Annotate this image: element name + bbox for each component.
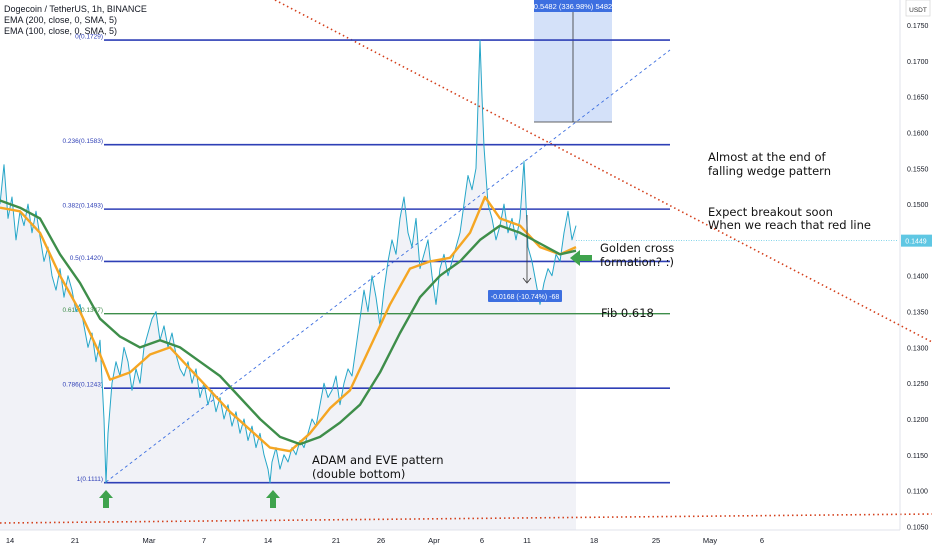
x-tick-label: 18 bbox=[590, 536, 598, 545]
annotation-6: Fib 0.618 bbox=[601, 306, 654, 320]
x-tick-label: 11 bbox=[523, 536, 531, 545]
y-tick-label: 0.1400 bbox=[907, 274, 929, 281]
price-area-fill bbox=[0, 40, 576, 530]
measure-down-label: -0.0168 (-10.74%) -68 bbox=[491, 294, 560, 301]
x-tick-label: 14 bbox=[264, 536, 272, 545]
fib-label-0.5: 0.5(0.1420) bbox=[70, 255, 103, 262]
y-tick-label: 0.1250 bbox=[907, 381, 929, 388]
legend-symbol: Dogecoin / TetherUS, 1h, BINANCE bbox=[4, 4, 147, 14]
fib-label-0.236: 0.236(0.1583) bbox=[63, 138, 103, 145]
y-tick-label: 0.1650 bbox=[907, 95, 929, 102]
y-tick-label: 0.1750 bbox=[907, 23, 929, 30]
y-tick-label: 0.1550 bbox=[907, 166, 929, 173]
measure-up-label: 0.5482 (336.98%) 5482 bbox=[534, 2, 612, 11]
arrow-up-icon bbox=[266, 490, 280, 508]
x-tick-label: 6 bbox=[480, 536, 484, 545]
annotation-8: (double bottom) bbox=[312, 467, 405, 481]
y-tick-label: 0.1600 bbox=[907, 131, 929, 138]
fib-label-0.382: 0.382(0.1493) bbox=[63, 203, 103, 210]
fib-label-0: 0(0.1729) bbox=[75, 34, 103, 41]
x-tick-label: 14 bbox=[6, 536, 14, 545]
annotation-0: Almost at the end of bbox=[708, 150, 827, 164]
chart-legend: Dogecoin / TetherUS, 1h, BINANCE EMA (20… bbox=[4, 4, 147, 37]
arrow-up-icon bbox=[99, 490, 113, 508]
annotation-2: Expect breakout soon bbox=[708, 205, 833, 219]
y-tick-label: 0.1150 bbox=[907, 453, 928, 460]
legend-ema200: EMA (200, close, 0, SMA, 5) bbox=[4, 15, 118, 25]
x-tick-label: 6 bbox=[760, 536, 764, 545]
annotation-5: formation? :) bbox=[600, 255, 674, 269]
x-tick-label: 21 bbox=[71, 536, 79, 545]
axis-unit-tag: USDT bbox=[909, 7, 927, 14]
legend-ema100: EMA (100, close, 0, SMA, 5) bbox=[4, 26, 118, 36]
x-tick-label: 7 bbox=[202, 536, 206, 545]
annotation-1: falling wedge pattern bbox=[708, 164, 831, 178]
y-tick-label: 0.1050 bbox=[907, 524, 929, 531]
series-line-2 bbox=[0, 199, 577, 446]
x-tick-label: Apr bbox=[428, 536, 440, 545]
current-price-tag-bg bbox=[901, 234, 932, 247]
arrow-left-icon bbox=[570, 250, 592, 266]
annotation-7: ADAM and EVE pattern bbox=[312, 453, 444, 467]
red-resistance-line bbox=[274, 0, 932, 343]
measure-down-label-bg bbox=[488, 290, 562, 302]
y-tick-label: 0.1100 bbox=[907, 489, 928, 496]
wedge-trendline bbox=[105, 49, 671, 483]
y-tick-label: 0.1350 bbox=[907, 310, 929, 317]
x-tick-label: 25 bbox=[652, 536, 660, 545]
annotation-4: Golden cross bbox=[600, 241, 674, 255]
measure-down-arrow bbox=[522, 277, 532, 284]
fib-label-1: 1(0.1111) bbox=[77, 476, 103, 483]
annotation-3: When we reach that red line bbox=[708, 218, 871, 232]
series-line-1 bbox=[0, 195, 577, 453]
y-tick-label: 0.1700 bbox=[907, 59, 929, 66]
x-tick-label: 26 bbox=[377, 536, 385, 545]
y-tick-label: 0.1300 bbox=[907, 345, 929, 352]
x-tick-label: Mar bbox=[143, 536, 156, 545]
y-tick-label: 0.1200 bbox=[907, 417, 929, 424]
series-line-0 bbox=[0, 39, 577, 484]
measure-up-label-bg bbox=[534, 0, 612, 12]
fib-label-0.786: 0.786(0.1243) bbox=[63, 382, 103, 389]
y-tick-label: 0.1500 bbox=[907, 202, 929, 209]
fib-label-0.618: 0.618(0.1347) bbox=[63, 307, 103, 314]
current-price-tag: 0.1449 bbox=[905, 239, 927, 246]
x-tick-label: 21 bbox=[332, 536, 340, 545]
x-tick-label: May bbox=[703, 536, 717, 545]
axis-unit-tag-bg bbox=[905, 0, 931, 17]
